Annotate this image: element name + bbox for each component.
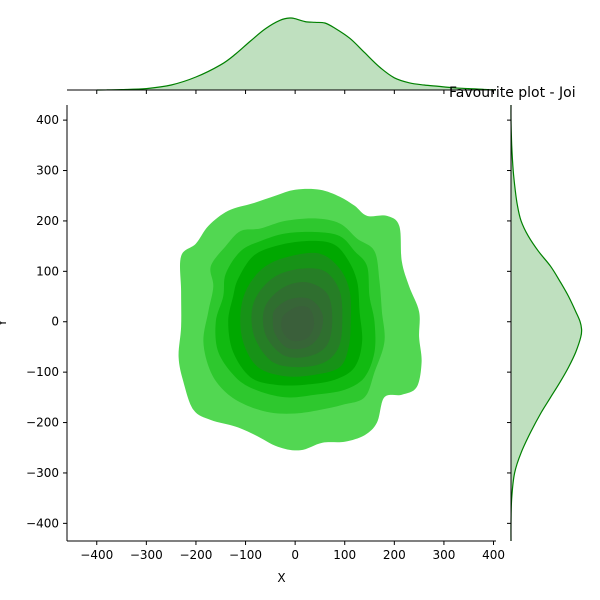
y-tick-label: −100: [26, 365, 59, 379]
y-marginal-ticks: [507, 119, 511, 524]
chart-title: Favourite plot - Joi: [449, 85, 576, 101]
x-marginal-curve: [96, 17, 497, 91]
y-tick-label: 0: [51, 315, 59, 329]
y-tick-label: −400: [26, 516, 59, 530]
x-axis-label: X: [277, 571, 285, 585]
y-ticks: −400 −300 −200 −100 0 100 200 300 400: [26, 113, 67, 530]
x-tick-label: 400: [482, 548, 505, 562]
y-tick-label: 400: [36, 113, 59, 127]
x-tick-label: −100: [229, 548, 262, 562]
x-tick-label: 200: [383, 548, 406, 562]
main-plot-area: −400 −300 −200 −100 0 100 200 300 400 −400 −300 −2…: [0, 105, 505, 585]
y-tick-label: 300: [36, 164, 59, 178]
x-marginal-density: [67, 17, 497, 94]
x-tick-label: 0: [291, 548, 299, 562]
y-tick-label: 100: [36, 264, 59, 278]
kde-contour-level-9: [281, 306, 315, 342]
x-tick-label: 100: [333, 548, 356, 562]
x-tick-label: 300: [432, 548, 455, 562]
y-tick-label: 200: [36, 214, 59, 228]
y-axis-label: Y: [0, 319, 9, 328]
y-tick-label: −300: [26, 466, 59, 480]
kde-contours: [178, 188, 422, 451]
y-tick-label: −200: [26, 416, 59, 430]
y-marginal-fill: [510, 105, 582, 541]
x-tick-label: −400: [80, 548, 113, 562]
x-marginal-fill: [96, 17, 497, 91]
x-tick-label: −200: [179, 548, 212, 562]
x-marginal-ticks: [96, 90, 495, 94]
y-marginal-curve: [510, 104, 583, 542]
y-marginal-density: [507, 104, 583, 542]
x-tick-label: −300: [130, 548, 163, 562]
x-ticks: −400 −300 −200 −100 0 100 200 300 400: [80, 541, 505, 562]
